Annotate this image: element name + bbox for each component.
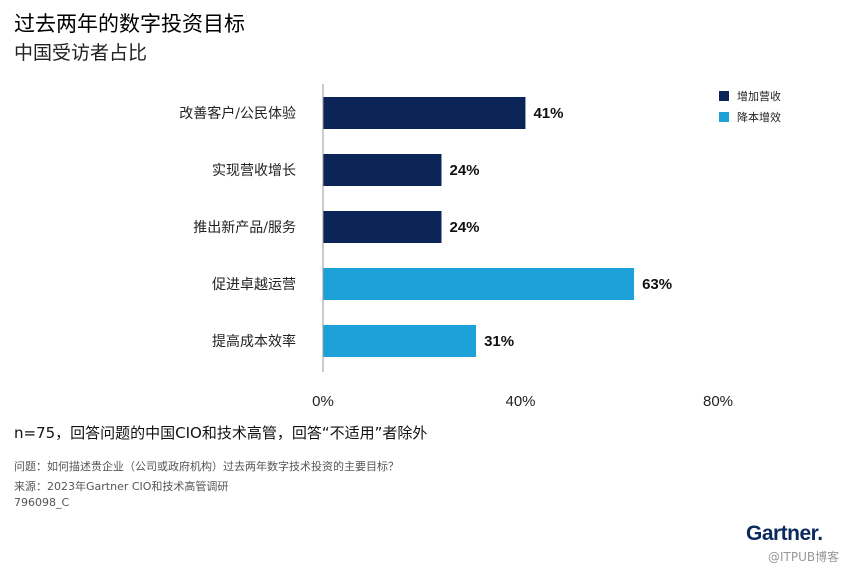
value-label: 24% xyxy=(450,219,480,236)
source-note: 来源：2023年Gartner CIO和技术高管调研 xyxy=(14,480,229,493)
category-label: 推出新产品/服务 xyxy=(193,220,296,236)
legend-label: 降本增效 xyxy=(737,110,781,124)
bar xyxy=(323,325,477,357)
bar xyxy=(323,211,442,243)
value-label: 31% xyxy=(484,333,514,350)
gartner-logo: Gartner. xyxy=(746,522,823,545)
x-tick-label: 40% xyxy=(505,393,535,410)
category-label: 改善客户/公民体验 xyxy=(179,105,296,122)
category-label: 促进卓越运营 xyxy=(212,277,296,293)
category-label: 提高成本效率 xyxy=(212,333,296,350)
sample-footnote: n=75，回答问题的中国CIO和技术高管，回答“不适用”者除外 xyxy=(14,424,428,442)
legend-swatch xyxy=(719,112,729,122)
x-tick-label: 0% xyxy=(312,393,334,410)
chart-title: 过去两年的数字投资目标 xyxy=(14,12,245,36)
x-tick-label: 80% xyxy=(703,393,733,410)
chart-subtitle: 中国受访者占比 xyxy=(14,42,148,64)
value-label: 24% xyxy=(450,162,480,179)
watermark: @ITPUB博客 xyxy=(768,550,840,564)
bar-chart: 改善客户/公民体验 41% 实现营收增长 24% 推出新产品/服务 24% 促进卓越运营 63… xyxy=(179,84,781,410)
legend-swatch xyxy=(719,91,729,101)
legend-label: 增加营收 xyxy=(737,89,781,103)
bar xyxy=(323,154,442,186)
category-label: 实现营收增长 xyxy=(212,163,296,179)
bar xyxy=(323,268,635,300)
bar xyxy=(323,97,526,129)
document-id: 796098_C xyxy=(14,496,70,509)
value-label: 63% xyxy=(642,276,672,293)
value-label: 41% xyxy=(533,105,563,122)
question-note: 问题：如何描述贵企业（公司或政府机构）过去两年数字技术投资的主要目标？ xyxy=(14,460,399,473)
